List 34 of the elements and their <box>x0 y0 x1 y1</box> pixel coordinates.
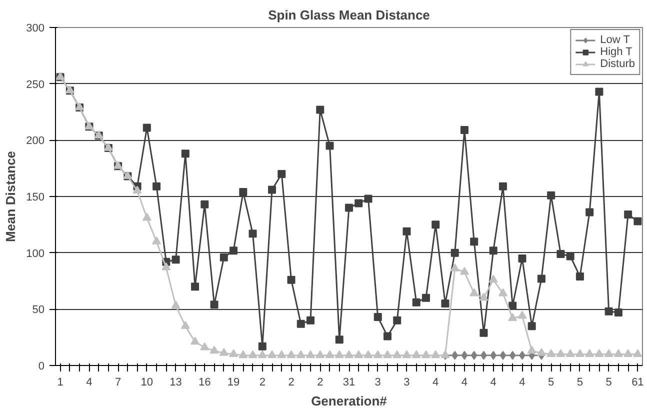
y-tick-label: 300 <box>26 22 45 34</box>
x-tick-label: 7 <box>114 376 122 388</box>
x-tick-label: 16 <box>198 376 211 388</box>
legend-label: High T <box>600 46 632 58</box>
x-tick-label: 2 <box>259 376 266 388</box>
x-tick-label: 4 <box>519 376 526 388</box>
x-tick-label: 61 <box>632 376 644 388</box>
y-axis-title: Mean Distance <box>3 150 18 242</box>
y-tick-label: 150 <box>26 192 45 204</box>
x-tick-label: 2 <box>288 376 294 388</box>
y-tick-label: 50 <box>32 304 45 316</box>
x-tick-label: 10 <box>140 376 154 388</box>
x-tick-label: 3 <box>404 376 410 388</box>
x-tick-label: 4 <box>490 376 496 388</box>
x-axis-title: Generation# <box>311 394 388 408</box>
x-tick-label: 4 <box>86 376 92 388</box>
x-tick-label: 4 <box>461 376 468 388</box>
y-tick-label: 250 <box>26 78 45 91</box>
x-tick-label: 31 <box>342 376 356 388</box>
x-tick-label: 3 <box>374 376 381 388</box>
x-tick-label: 19 <box>227 376 240 388</box>
legend-label: Low T <box>600 34 630 46</box>
x-tick-label: 5 <box>576 376 584 388</box>
x-tick-label: 2 <box>317 376 324 388</box>
y-tick-label: 0 <box>38 360 45 372</box>
y-tick-label: 200 <box>26 135 45 148</box>
x-tick-label: 13 <box>170 376 182 388</box>
chart-title: Spin Glass Mean Distance <box>268 8 430 22</box>
x-tick-label: 4 <box>432 376 439 388</box>
x-tick-label: 1 <box>57 376 64 388</box>
x-tick-label: 5 <box>606 376 612 388</box>
legend-label: Disturb <box>600 58 635 70</box>
x-tick-label: 5 <box>548 376 554 388</box>
y-tick-label: 100 <box>26 248 45 260</box>
